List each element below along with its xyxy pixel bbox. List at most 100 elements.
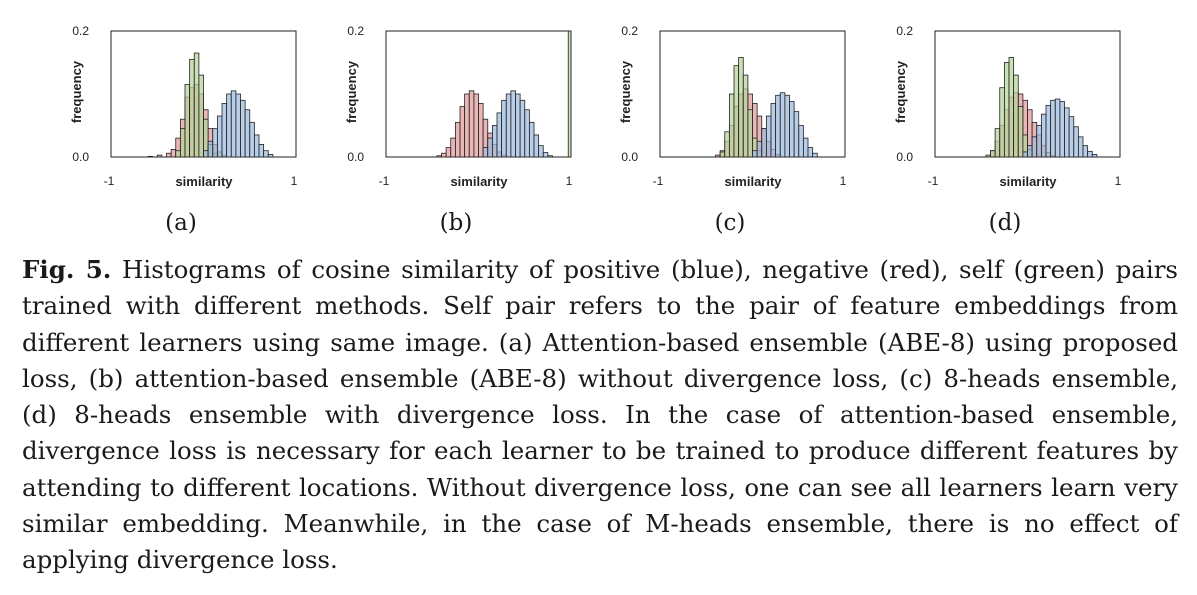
bar-positive-10 [1068, 116, 1075, 158]
y-tick-label: 0.0 [896, 150, 913, 164]
bar-positive-6 [1050, 99, 1056, 158]
bar-positive-11 [802, 137, 809, 158]
bar-positive-3 [765, 115, 772, 158]
x-axis-label: similarity [450, 174, 508, 189]
bar-positive-12 [258, 143, 265, 158]
x-axis-label: similarity [724, 174, 782, 189]
y-tick-label: 0.2 [347, 24, 364, 38]
x-tick-label: 1 [291, 174, 298, 188]
bar-negative-2 [445, 147, 452, 158]
bar-positive-9 [793, 111, 800, 158]
bar-positive-14 [267, 154, 274, 158]
bar-self-4 [738, 57, 744, 158]
bar-positive-3 [496, 112, 503, 158]
bar-self-2 [999, 87, 1005, 158]
bar-positive-9 [524, 109, 530, 158]
bar-negative-8 [473, 93, 479, 158]
bar-positive-11 [1073, 126, 1079, 158]
bar-self-5 [198, 74, 204, 158]
bar-positive-6 [779, 92, 786, 158]
bar-positive-2 [1031, 136, 1038, 158]
subplot-label: (b) [440, 210, 473, 236]
bar-negative-1 [156, 154, 163, 158]
bar-positive-4 [221, 103, 228, 158]
bar-self-0 [175, 150, 181, 158]
bar-positive-11 [533, 134, 540, 158]
x-tick-label: -1 [653, 174, 664, 188]
y-axis-label: frequency [344, 60, 359, 123]
bar-positive-0 [1022, 151, 1028, 158]
bar-positive-8 [240, 99, 246, 158]
bar-positive-7 [1054, 98, 1061, 158]
bar-positive-13 [812, 152, 818, 158]
bar-negative-3 [450, 137, 456, 158]
bar-self-1 [179, 128, 186, 158]
bar-self-3 [733, 65, 740, 158]
bar-positive-10 [528, 121, 535, 158]
bar-self-3 [1003, 62, 1010, 158]
bar-positive-6 [230, 90, 237, 158]
y-tick-label: 0.2 [72, 24, 89, 38]
bar-self-6 [747, 109, 753, 158]
bar-positive-1 [1027, 145, 1033, 158]
x-tick-label: -1 [379, 174, 390, 188]
bar-positive-8 [789, 101, 795, 158]
x-tick-label: -1 [928, 174, 939, 188]
bar-negative-0 [436, 155, 442, 158]
histogram-panel-0: 0.0 0.2 -1 1 similarity frequency (a) [69, 24, 298, 236]
bar-self-4 [1008, 57, 1015, 158]
y-tick-label: 0.2 [621, 24, 638, 38]
y-tick-label: 0.0 [621, 150, 638, 164]
bar-negative-0 [147, 155, 154, 158]
bar-positive-13 [263, 150, 269, 158]
bar-positive-4 [770, 103, 777, 158]
bar-positive-5 [1045, 104, 1052, 158]
bar-positive-5 [775, 94, 781, 158]
bar-positive-4 [1040, 113, 1047, 158]
bar-self-1 [724, 131, 730, 158]
bar-self-2 [184, 84, 191, 158]
bar-positive-1 [207, 140, 214, 158]
bar-self-1 [994, 128, 1001, 158]
y-tick-label: 0.2 [896, 24, 913, 38]
bar-positive-6 [510, 90, 516, 158]
bar-negative-6 [464, 93, 470, 158]
bar-negative-5 [459, 106, 466, 158]
bar-positive-13 [1082, 145, 1089, 158]
caption-text: Histograms of cosine similarity of posit… [22, 255, 1179, 575]
y-tick-label: 0.0 [347, 150, 364, 164]
subplot-label: (c) [715, 210, 746, 236]
bar-positive-7 [784, 94, 790, 158]
x-tick-label: 1 [840, 174, 847, 188]
figure-caption: Fig. 5. Histograms of cosine similarity … [22, 252, 1178, 579]
figure-label: Fig. 5. [22, 255, 112, 284]
x-axis-label: similarity [175, 174, 233, 189]
bar-self-0 [567, 30, 572, 158]
histogram-panel-1: 0.0 0.2 -1 1 similarity frequency (b) [344, 24, 573, 236]
histogram-panel-2: 0.0 0.2 -1 1 similarity frequency (c) [618, 24, 847, 236]
bar-positive-5 [505, 93, 512, 158]
bar-positive-10 [798, 125, 804, 158]
bar-negative-1 [441, 152, 447, 158]
bar-positive-15 [1091, 154, 1098, 158]
x-axis-label: similarity [999, 174, 1057, 189]
x-tick-label: 1 [1115, 174, 1122, 188]
histogram-panel-3: 0.0 0.2 -1 1 similarity frequency (d) [893, 24, 1122, 236]
bar-positive-2 [212, 128, 218, 158]
y-axis-label: frequency [893, 60, 908, 123]
bar-positive-0 [752, 150, 758, 158]
bar-negative-3 [170, 149, 177, 158]
bar-positive-12 [1077, 136, 1084, 158]
histogram-figure: 0.0 0.2 -1 1 similarity frequency (a) 0.0 0.2 -1 1… [69, 24, 1122, 236]
bar-positive-14 [1087, 150, 1093, 158]
y-tick-label: 0.0 [72, 150, 89, 164]
bar-self-6 [1017, 106, 1024, 158]
bar-positive-14 [547, 155, 553, 158]
bar-positive-13 [542, 152, 549, 158]
bar-positive-2 [491, 125, 498, 158]
bar-self-0 [990, 150, 996, 158]
bar-positive-3 [216, 115, 223, 158]
subplot-label: (d) [989, 210, 1022, 236]
bar-self-2 [728, 93, 735, 158]
bar-positive-0 [482, 147, 489, 158]
